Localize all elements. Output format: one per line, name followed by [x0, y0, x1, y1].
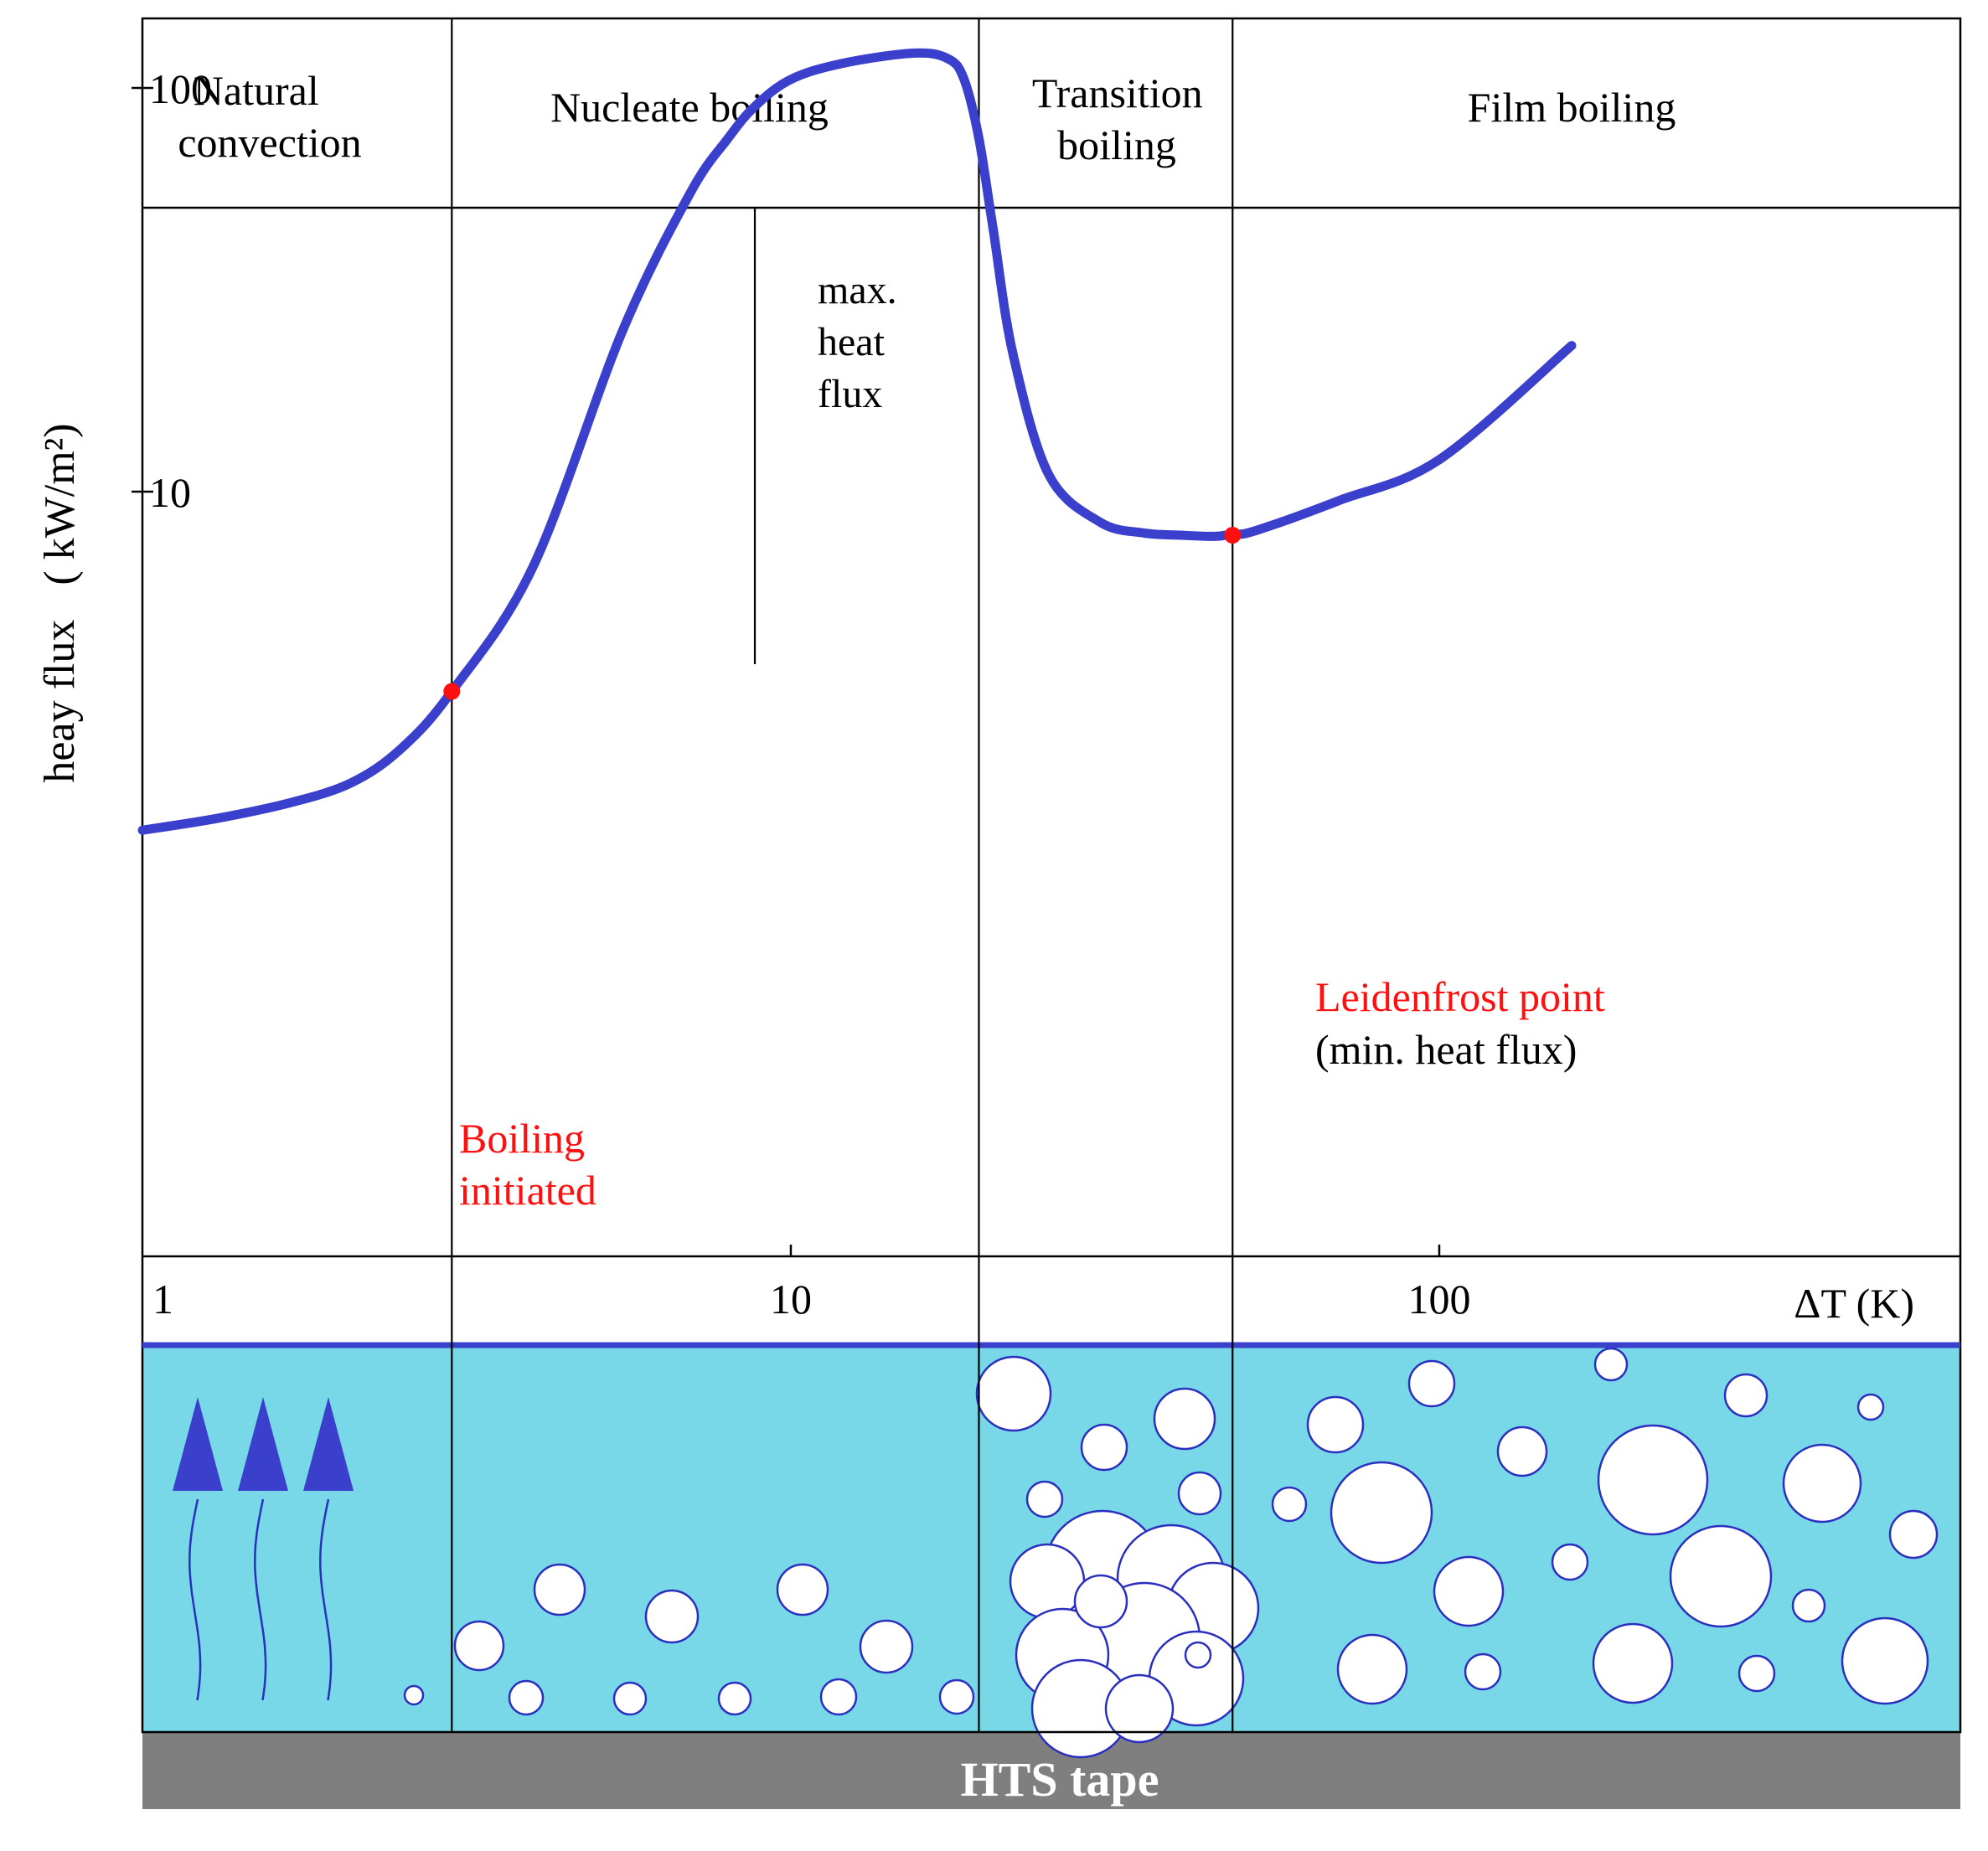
bubble: [533, 1563, 586, 1616]
bubble: [1496, 1426, 1548, 1477]
bubble: [1336, 1633, 1408, 1705]
regime-label-line: convection: [178, 119, 361, 166]
bubble: [1433, 1555, 1505, 1627]
regime-label-line: Film boiling: [1468, 84, 1676, 131]
regime-label-line: Transition: [1032, 70, 1203, 116]
liquid-illustration: [173, 1347, 1939, 1759]
annotation-line: Boiling: [459, 1115, 585, 1162]
boiling-curve-line: [137, 48, 1577, 835]
bubble: [508, 1679, 545, 1716]
annotation-line: heat: [818, 320, 886, 364]
figure-frame: [141, 17, 1962, 1734]
bubble: [975, 1355, 1052, 1432]
bubble: [1597, 1424, 1709, 1536]
annotation-max-heat-flux: max. heat flux: [818, 268, 907, 416]
convection-arrow-icon: [173, 1397, 223, 1491]
bubble: [403, 1684, 425, 1706]
bubble: [1306, 1395, 1365, 1454]
bubble: [1464, 1652, 1502, 1691]
convection-flow-line: [254, 1498, 267, 1701]
convection-flow-line: [188, 1498, 202, 1701]
bubble: [1407, 1359, 1456, 1408]
bubble: [859, 1619, 914, 1674]
annotation-leidenfrost-point: Leidenfrost point: [1315, 973, 1605, 1020]
annotation-line: max.: [818, 268, 897, 312]
bubble: [1009, 1543, 1086, 1620]
bubble: [1153, 1387, 1216, 1451]
bubble: [1551, 1543, 1589, 1581]
marker-leidenfrost: [1224, 527, 1242, 544]
bubble: [1104, 1673, 1175, 1744]
x-tick-label: 10: [770, 1276, 812, 1323]
bubble: [1669, 1524, 1773, 1628]
convection-flow-line: [319, 1498, 333, 1701]
bubble: [1782, 1443, 1862, 1524]
y-axis-label: heay flux ( kW/m²): [36, 423, 84, 782]
regime-label-transition-boiling: Transition boiling: [1032, 70, 1213, 168]
bubble: [644, 1589, 700, 1644]
hts-tape-label: HTS tape: [961, 1752, 1159, 1807]
bubble: [1080, 1423, 1128, 1472]
regime-label-film-boiling: Film boiling: [1468, 84, 1676, 131]
regime-label-line: Natural: [194, 67, 319, 114]
y-axis-label-unit: ( kW/m²): [36, 423, 84, 585]
bubble: [1593, 1347, 1629, 1382]
regime-label-line: boiling: [1057, 121, 1176, 168]
annotation-min-heat-flux: (min. heat flux): [1315, 1026, 1577, 1073]
bubble: [1841, 1616, 1929, 1705]
bubble: [819, 1678, 858, 1716]
bubble: [776, 1563, 829, 1616]
x-axis-ticks: 1 10 100: [152, 1245, 1471, 1323]
bubble: [1330, 1461, 1433, 1565]
bubble: [1738, 1654, 1776, 1693]
bubble: [938, 1678, 975, 1715]
bubble: [1888, 1509, 1939, 1560]
curve-markers: [443, 527, 1242, 700]
bubble: [1025, 1480, 1064, 1518]
y-tick-label: 10: [149, 469, 191, 516]
x-axis-label: ΔT (K): [1794, 1280, 1914, 1327]
bubble: [1177, 1471, 1222, 1516]
y-axis-label-main: heay flux: [36, 620, 84, 783]
annotation-line: initiated: [459, 1167, 596, 1214]
convection-arrow-icon: [238, 1397, 288, 1491]
regime-label-line: Nucleate boiling: [550, 84, 829, 131]
regime-label-nucleate-boiling: Nucleate boiling: [550, 84, 829, 131]
x-tick-label: 100: [1408, 1276, 1471, 1323]
x-tick-label: 1: [152, 1276, 173, 1323]
marker-boiling-initiated: [443, 683, 461, 700]
bubble: [612, 1681, 648, 1716]
bubble: [1073, 1574, 1128, 1629]
bubble: [1271, 1486, 1308, 1523]
y-tick-label: 100: [149, 65, 212, 112]
bubble: [1723, 1373, 1769, 1418]
regime-label-natural-convection: Natural convection: [178, 67, 361, 166]
bubble: [1184, 1641, 1212, 1669]
bubble: [1856, 1393, 1885, 1421]
y-axis-ticks: 10 100: [132, 65, 212, 516]
annotation-line: flux: [818, 372, 882, 416]
convection-arrow-icon: [303, 1397, 354, 1491]
bubble: [717, 1681, 752, 1716]
annotation-boiling-initiated: Boiling initiated: [459, 1115, 596, 1214]
bubble: [1791, 1588, 1826, 1623]
bubble: [1592, 1622, 1674, 1704]
bubble: [453, 1620, 505, 1672]
